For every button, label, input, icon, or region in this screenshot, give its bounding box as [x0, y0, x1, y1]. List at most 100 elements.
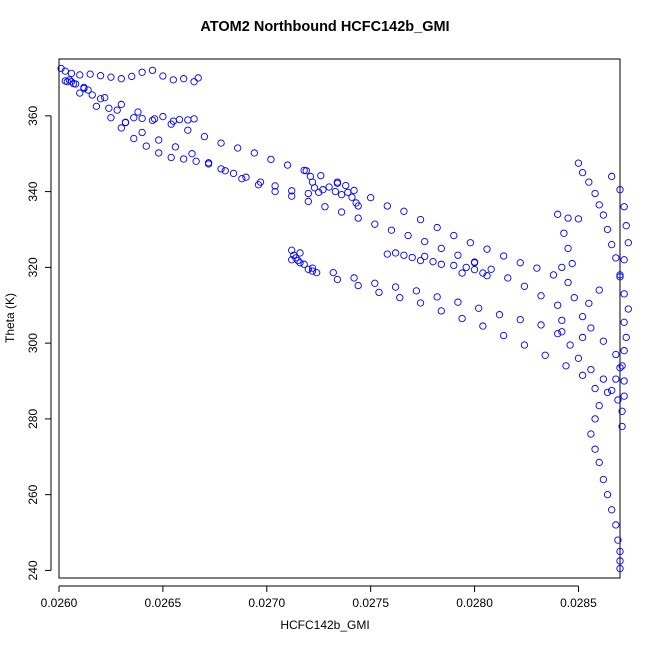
data-point [616, 564, 624, 573]
data-point [421, 237, 429, 246]
data-point [541, 351, 549, 359]
data-point [520, 282, 529, 290]
data-point [169, 76, 177, 84]
data-point [71, 80, 80, 88]
data-point [354, 281, 362, 290]
data-point [325, 183, 333, 191]
data-point [616, 557, 624, 565]
data-point [549, 271, 558, 279]
data-point [450, 231, 458, 240]
data-point [96, 72, 105, 80]
data-point [620, 347, 628, 355]
data-point [618, 422, 626, 431]
data-point [554, 329, 562, 338]
data-point [138, 128, 146, 137]
data-point [614, 536, 622, 544]
data-point [603, 225, 612, 234]
data-point [155, 136, 163, 144]
data-point [396, 294, 404, 302]
data-point [130, 134, 138, 143]
data-point [603, 491, 612, 499]
data-point [288, 192, 296, 200]
data-point [308, 264, 317, 272]
data-point [483, 272, 491, 280]
data-point [495, 311, 504, 319]
data-point [271, 182, 279, 190]
data-point [312, 269, 321, 277]
data-point [105, 104, 113, 112]
data-point [167, 153, 175, 162]
x-tick-label: 0.0285 [560, 596, 597, 610]
data-point [622, 222, 630, 230]
data-point [155, 149, 163, 157]
data-point [608, 386, 616, 395]
data-point [591, 189, 599, 198]
data-point [450, 261, 458, 270]
data-point [184, 116, 192, 124]
data-point [229, 169, 238, 178]
data-point [242, 173, 250, 181]
data-point [288, 187, 296, 195]
data-point [67, 78, 76, 86]
y-axis-label-wrap: Theta (K) [0, 0, 20, 650]
data-point [408, 253, 416, 262]
data-point [117, 124, 125, 132]
data-point [566, 341, 574, 349]
data-point [367, 193, 375, 202]
data-point [107, 114, 115, 122]
data-point [587, 365, 595, 374]
data-point [620, 392, 628, 400]
data-point [612, 375, 620, 383]
data-point [300, 260, 308, 268]
data-point [599, 211, 608, 219]
data-point [400, 207, 408, 215]
y-tick-label: 320 [26, 257, 40, 277]
data-point [387, 226, 396, 234]
x-tick-label: 0.0265 [145, 596, 182, 610]
data-point [433, 223, 441, 232]
data-point [138, 68, 146, 76]
data-point [562, 362, 570, 370]
data-point [61, 77, 69, 85]
data-point [348, 193, 356, 201]
y-tick-label: 300 [26, 333, 40, 353]
data-point [537, 292, 545, 300]
data-point [603, 388, 612, 397]
data-point [558, 263, 566, 272]
data-point [578, 312, 587, 321]
data-point [564, 278, 572, 287]
data-point [466, 239, 475, 247]
data-point [620, 318, 628, 326]
data-point [616, 273, 624, 281]
data-point [458, 269, 466, 277]
data-point [117, 75, 125, 83]
data-point [383, 250, 391, 258]
data-point [470, 259, 479, 267]
data-point [92, 102, 101, 111]
data-point [595, 401, 603, 410]
data-point [148, 66, 157, 75]
data-point [190, 78, 198, 86]
data-point [331, 187, 339, 196]
data-point [271, 187, 279, 196]
data-point [67, 69, 76, 78]
data-point [148, 116, 157, 125]
data-point [618, 362, 626, 370]
y-tick-label: 340 [26, 181, 40, 201]
data-point [624, 239, 632, 247]
data-point [391, 249, 400, 257]
data-point [130, 114, 138, 122]
data-point [65, 76, 74, 84]
data-point [416, 299, 425, 307]
data-point [204, 159, 213, 167]
data-point [595, 201, 603, 209]
data-point [618, 407, 626, 415]
data-point [599, 375, 608, 383]
data-point [138, 114, 146, 123]
data-point [568, 259, 576, 268]
data-point [107, 73, 115, 81]
data-point [117, 100, 125, 109]
data-point [184, 126, 192, 134]
